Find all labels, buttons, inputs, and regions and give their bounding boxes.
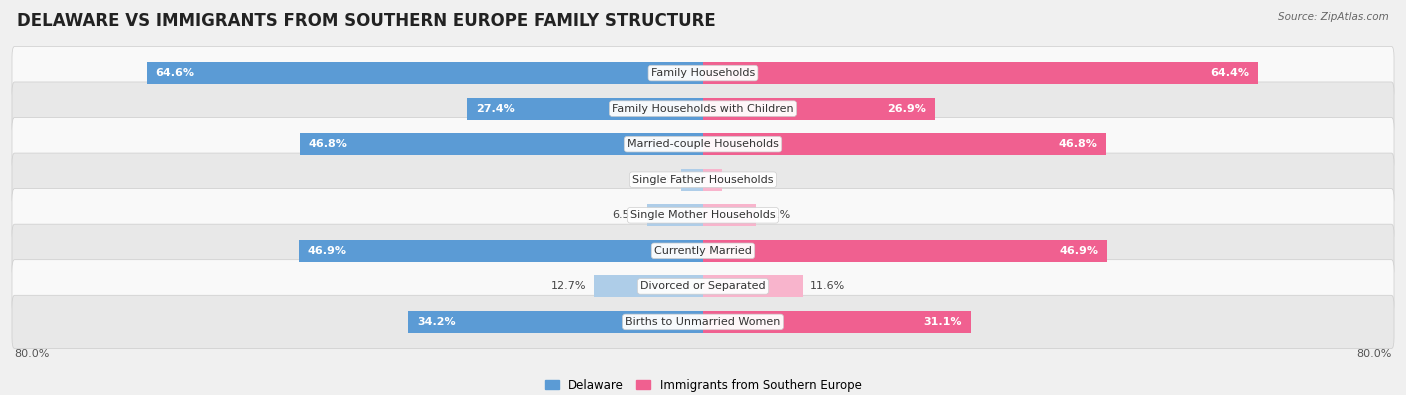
- Bar: [467, 98, 703, 120]
- Text: Currently Married: Currently Married: [654, 246, 752, 256]
- Text: 11.6%: 11.6%: [810, 281, 845, 292]
- FancyBboxPatch shape: [13, 46, 1393, 100]
- Text: 6.1%: 6.1%: [762, 210, 790, 220]
- Text: 46.9%: 46.9%: [308, 246, 347, 256]
- Text: 31.1%: 31.1%: [924, 317, 962, 327]
- Text: DELAWARE VS IMMIGRANTS FROM SOUTHERN EUROPE FAMILY STRUCTURE: DELAWARE VS IMMIGRANTS FROM SOUTHERN EUR…: [17, 12, 716, 30]
- Bar: [299, 240, 703, 262]
- Bar: [409, 311, 703, 333]
- Bar: [703, 98, 935, 120]
- Legend: Delaware, Immigrants from Southern Europe: Delaware, Immigrants from Southern Europ…: [540, 374, 866, 395]
- Text: Births to Unmarried Women: Births to Unmarried Women: [626, 317, 780, 327]
- Bar: [146, 62, 703, 84]
- Text: Divorced or Separated: Divorced or Separated: [640, 281, 766, 292]
- Text: 6.5%: 6.5%: [612, 210, 640, 220]
- Bar: [703, 240, 1107, 262]
- Text: 46.8%: 46.8%: [308, 139, 347, 149]
- FancyBboxPatch shape: [13, 153, 1393, 206]
- Text: Family Households with Children: Family Households with Children: [612, 103, 794, 114]
- Text: 64.6%: 64.6%: [155, 68, 194, 78]
- FancyBboxPatch shape: [13, 295, 1393, 348]
- Text: 12.7%: 12.7%: [551, 281, 586, 292]
- Text: 26.9%: 26.9%: [887, 103, 927, 114]
- Bar: [682, 169, 703, 191]
- Text: 2.5%: 2.5%: [647, 175, 675, 185]
- Text: 46.8%: 46.8%: [1059, 139, 1098, 149]
- Bar: [703, 311, 970, 333]
- Text: 34.2%: 34.2%: [418, 317, 456, 327]
- Text: 80.0%: 80.0%: [14, 348, 49, 359]
- Bar: [593, 275, 703, 297]
- Bar: [703, 133, 1107, 155]
- Bar: [299, 133, 703, 155]
- Bar: [703, 169, 721, 191]
- FancyBboxPatch shape: [13, 188, 1393, 242]
- Text: 46.9%: 46.9%: [1059, 246, 1098, 256]
- FancyBboxPatch shape: [13, 118, 1393, 171]
- FancyBboxPatch shape: [13, 82, 1393, 135]
- Bar: [703, 275, 803, 297]
- Text: 2.2%: 2.2%: [728, 175, 758, 185]
- Text: Single Father Households: Single Father Households: [633, 175, 773, 185]
- Text: 80.0%: 80.0%: [1357, 348, 1392, 359]
- Text: Single Mother Households: Single Mother Households: [630, 210, 776, 220]
- Bar: [703, 62, 1257, 84]
- Text: Married-couple Households: Married-couple Households: [627, 139, 779, 149]
- Text: Source: ZipAtlas.com: Source: ZipAtlas.com: [1278, 12, 1389, 22]
- FancyBboxPatch shape: [13, 260, 1393, 313]
- Text: 27.4%: 27.4%: [475, 103, 515, 114]
- Bar: [647, 204, 703, 226]
- Bar: [703, 204, 755, 226]
- Text: Family Households: Family Households: [651, 68, 755, 78]
- Text: 64.4%: 64.4%: [1211, 68, 1249, 78]
- FancyBboxPatch shape: [13, 224, 1393, 277]
